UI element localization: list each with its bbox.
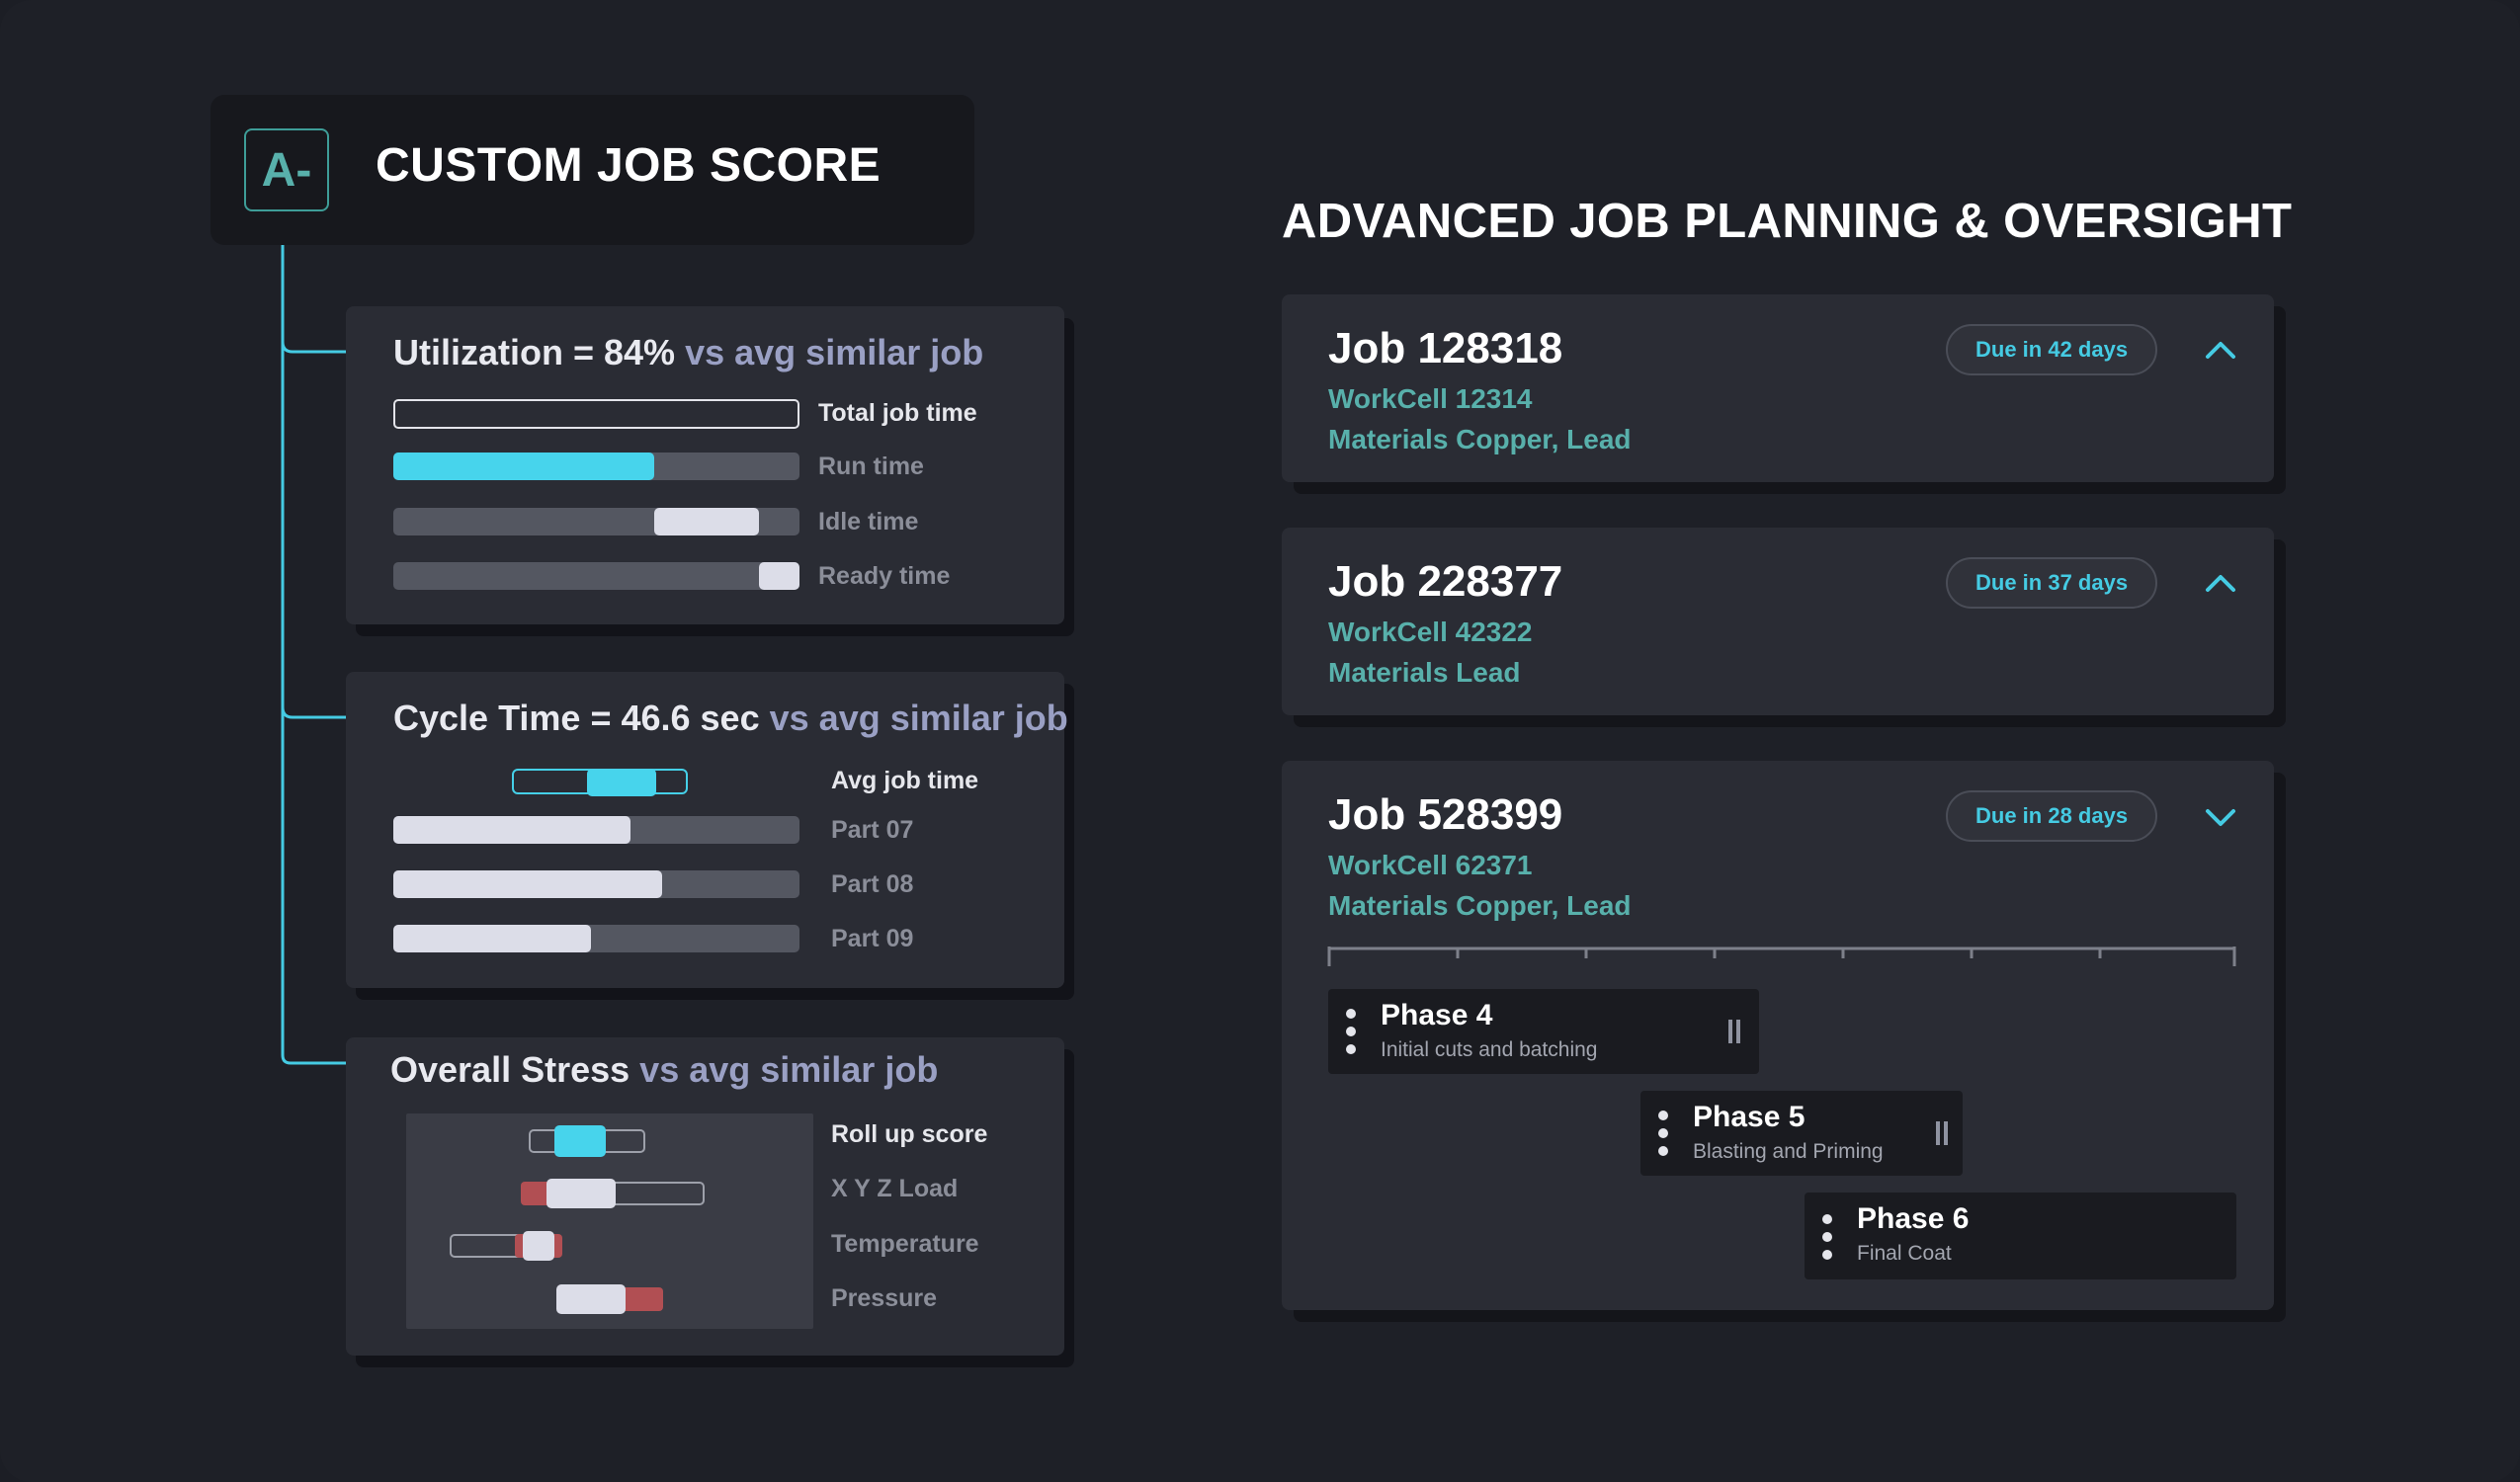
job-workcell: WorkCell 42322 (1328, 617, 1533, 647)
job-title: Job 528399 (1328, 790, 1563, 839)
run-time-fill (393, 453, 654, 480)
custom-job-score-header: A- CUSTOM JOB SCORE (210, 95, 974, 245)
job-title: Job 228377 (1328, 557, 1563, 606)
drag-handle-icon[interactable] (1822, 1214, 1832, 1224)
idle-time-label: Idle time (818, 508, 919, 535)
phase-subtitle: Blasting and Priming (1693, 1140, 1884, 1163)
phase-6-block[interactable]: Phase 6 Final Coat (1805, 1193, 2236, 1279)
grade-badge: A- (244, 128, 329, 211)
job-materials: Materials Copper, Lead (1328, 424, 1632, 454)
run-time-label: Run time (818, 453, 924, 480)
chevron-up-icon[interactable] (2202, 332, 2239, 370)
total-job-time-label: Total job time (818, 399, 977, 427)
idle-time-fill (654, 508, 759, 535)
part-08-bar (393, 870, 799, 898)
roll-up-marker (554, 1125, 606, 1157)
cycle-time-comparison: vs avg similar job (769, 698, 1068, 738)
ready-time-bar (393, 562, 799, 590)
utilization-comparison: vs avg similar job (685, 332, 984, 372)
job-materials: Materials Copper, Lead (1328, 890, 1632, 921)
total-job-time-bar (393, 399, 799, 429)
phase-subtitle: Initial cuts and batching (1381, 1038, 1598, 1061)
due-badge: Due in 28 days (1946, 790, 2158, 842)
stress-title: Overall Stress vs avg similar job (390, 1049, 938, 1091)
score-title: CUSTOM JOB SCORE (376, 139, 882, 192)
ready-time-label: Ready time (818, 562, 951, 590)
cycle-time-value: Cycle Time = 46.6 sec (393, 698, 760, 738)
phase-title: Phase 6 (1857, 1202, 1970, 1235)
part-07-bar (393, 816, 799, 844)
phase-title: Phase 4 (1381, 999, 1493, 1031)
overall-stress-card[interactable]: Overall Stress vs avg similar job Roll u… (346, 1037, 1064, 1356)
temperature-marker (523, 1231, 554, 1261)
pressure-label: Pressure (831, 1284, 938, 1312)
xyz-load-label: X Y Z Load (831, 1175, 959, 1202)
stress-comparison: vs avg similar job (639, 1049, 939, 1090)
avg-job-time-range (512, 769, 688, 796)
drag-handle-icon[interactable] (1346, 1027, 1356, 1036)
phase-subtitle: Final Coat (1857, 1242, 1952, 1265)
job-workcell: WorkCell 62371 (1328, 850, 1533, 880)
cycle-time-title: Cycle Time = 46.6 sec vs avg similar job (393, 698, 1068, 739)
roll-up-score-label: Roll up score (831, 1120, 988, 1148)
pressure-marker (556, 1284, 626, 1314)
avg-job-time-label: Avg job time (831, 767, 979, 794)
drag-handle-icon[interactable] (1658, 1128, 1668, 1138)
idle-time-bar (393, 508, 799, 535)
part-07-label: Part 07 (831, 816, 914, 844)
drag-handle-icon[interactable] (1822, 1232, 1832, 1242)
drag-handle-icon[interactable] (1346, 1009, 1356, 1019)
job-card-128318[interactable]: Job 128318 WorkCell 12314 Materials Copp… (1282, 294, 2274, 482)
job-workcell: WorkCell 12314 (1328, 383, 1533, 414)
job-title: Job 128318 (1328, 324, 1563, 372)
drag-handle-icon[interactable] (1658, 1146, 1668, 1156)
part-07-fill (393, 816, 630, 844)
planning-title: ADVANCED JOB PLANNING & OVERSIGHT (1282, 195, 2293, 248)
stress-chart-panel (406, 1113, 813, 1329)
stress-value: Overall Stress (390, 1049, 630, 1090)
chevron-up-icon[interactable] (2202, 565, 2239, 603)
chevron-down-icon[interactable] (2202, 798, 2239, 836)
job-card-228377[interactable]: Job 228377 WorkCell 42322 Materials Lead… (1282, 528, 2274, 715)
pause-icon[interactable] (1934, 1121, 1950, 1145)
part-09-bar (393, 925, 799, 952)
phase-5-block[interactable]: Phase 5 Blasting and Priming (1640, 1091, 1963, 1176)
part-08-label: Part 08 (831, 870, 914, 898)
pause-icon[interactable] (1726, 1020, 1742, 1043)
drag-handle-icon[interactable] (1346, 1044, 1356, 1054)
utilization-card[interactable]: Utilization = 84% vs avg similar job Tot… (346, 306, 1064, 624)
utilization-title: Utilization = 84% vs avg similar job (393, 332, 983, 373)
timeline-ruler (1327, 947, 2236, 966)
utilization-value: Utilization = 84% (393, 332, 676, 372)
job-card-528399[interactable]: Job 528399 WorkCell 62371 Materials Copp… (1282, 761, 2274, 1310)
cycle-time-card[interactable]: Cycle Time = 46.6 sec vs avg similar job… (346, 672, 1068, 988)
avg-job-time-marker (587, 769, 656, 796)
part-08-fill (393, 870, 662, 898)
due-badge: Due in 37 days (1946, 557, 2158, 609)
run-time-bar (393, 453, 799, 480)
phase-4-block[interactable]: Phase 4 Initial cuts and batching (1328, 989, 1759, 1074)
due-badge: Due in 42 days (1946, 324, 2158, 375)
drag-handle-icon[interactable] (1822, 1250, 1832, 1260)
job-materials: Materials Lead (1328, 657, 1521, 688)
drag-handle-icon[interactable] (1658, 1111, 1668, 1120)
xyz-load-marker (546, 1179, 616, 1208)
part-09-fill (393, 925, 591, 952)
part-09-label: Part 09 (831, 925, 914, 952)
ready-time-fill (759, 562, 799, 590)
temperature-label: Temperature (831, 1230, 979, 1258)
phase-title: Phase 5 (1693, 1101, 1806, 1133)
